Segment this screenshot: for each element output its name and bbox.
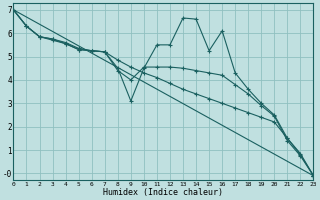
X-axis label: Humidex (Indice chaleur): Humidex (Indice chaleur): [103, 188, 223, 197]
